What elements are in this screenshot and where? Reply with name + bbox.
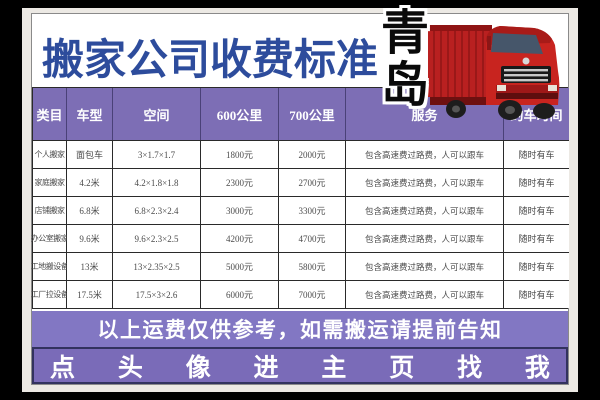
col-header-space: 空间 <box>113 88 201 140</box>
footer-char: 页 <box>389 354 415 382</box>
notice-banner: 以上运费仅供参考，如需搬运请提前告知 <box>32 311 568 347</box>
footer-char: 找 <box>457 354 483 382</box>
table-cell: 4700元 <box>279 224 346 252</box>
moving-company-poster: 搬家公司收费标准 青 岛 <box>22 8 578 392</box>
table-cell: 个人搬家 <box>33 140 67 168</box>
table-cell: 13米 <box>67 252 113 280</box>
table-cell: 工地搬设备 <box>31 252 69 280</box>
table-cell: 9.6米 <box>67 224 113 252</box>
table-cell: 包含高速费过路费，人可以跟车 <box>346 140 504 168</box>
table-cell: 随时有车 <box>504 168 569 196</box>
price-table: 类目 车型 空间 600公里 700公里 服务 约车时间 个人搬家 面包车 3×… <box>31 87 569 309</box>
footer-char: 像 <box>185 354 211 382</box>
table-cell: 家庭搬家 <box>33 168 67 196</box>
table-cell: 随时有车 <box>504 196 569 224</box>
table-cell: 9.6×2.3×2.5 <box>113 224 201 252</box>
footer-char: 点 <box>50 354 76 382</box>
table-cell: 随时有车 <box>504 140 569 168</box>
table-cell: 3000元 <box>201 196 279 224</box>
city-badge: 青 岛 <box>370 8 440 112</box>
table-cell: 5800元 <box>279 252 346 280</box>
table-cell: 1800元 <box>201 140 279 168</box>
col-header-700km: 700公里 <box>279 88 346 140</box>
table-cell: 17.5米 <box>67 280 113 308</box>
table-cell: 13×2.35×2.5 <box>113 252 201 280</box>
table-cell: 工厂拉设备 <box>31 280 69 308</box>
red-truck-icon <box>428 25 560 120</box>
footer-char: 主 <box>321 354 347 382</box>
col-header-category: 类目 <box>33 88 67 140</box>
table-cell: 随时有车 <box>504 224 569 252</box>
footer-char: 进 <box>253 354 279 382</box>
table-cell: 随时有车 <box>504 280 569 308</box>
table-cell: 包含高速费过路费，人可以跟车 <box>346 224 504 252</box>
table-cell: 包含高速费过路费，人可以跟车 <box>346 168 504 196</box>
table-cell: 7000元 <box>279 280 346 308</box>
table-cell: 面包车 <box>67 140 113 168</box>
table-cell: 2700元 <box>279 168 346 196</box>
table-cell: 店铺搬家 <box>33 196 67 224</box>
poster-title: 搬家公司收费标准 <box>42 38 379 84</box>
col-header-vehicle: 车型 <box>67 88 113 140</box>
table-cell: 办公室搬家 <box>31 224 69 252</box>
table-cell: 3300元 <box>279 196 346 224</box>
footer-char: 我 <box>524 354 550 382</box>
table-cell: 2000元 <box>279 140 346 168</box>
table-cell: 6.8米 <box>67 196 113 224</box>
footer-char: 头 <box>117 354 143 382</box>
table-cell: 随时有车 <box>504 252 569 280</box>
table-cell: 3×1.7×1.7 <box>113 140 201 168</box>
col-header-600km: 600公里 <box>201 88 279 140</box>
footer-banner: 点 头 像 进 主 页 找 我 <box>32 347 568 384</box>
table-cell: 4.2×1.8×1.8 <box>113 168 201 196</box>
table-cell: 包含高速费过路费，人可以跟车 <box>346 196 504 224</box>
table-cell: 6000元 <box>201 280 279 308</box>
table-cell: 6.8×2.3×2.4 <box>113 196 201 224</box>
table-cell: 包含高速费过路费，人可以跟车 <box>346 252 504 280</box>
city-char-bottom: 岛 <box>380 59 429 112</box>
table-cell: 4200元 <box>201 224 279 252</box>
table-cell: 5000元 <box>201 252 279 280</box>
table-cell: 17.5×3×2.6 <box>113 280 201 308</box>
table-cell: 2300元 <box>201 168 279 196</box>
poster-content: 搬家公司收费标准 青 岛 <box>31 8 569 385</box>
table-cell: 4.2米 <box>67 168 113 196</box>
table-cell: 包含高速费过路费，人可以跟车 <box>346 280 504 308</box>
city-char-top: 青 <box>380 7 429 60</box>
